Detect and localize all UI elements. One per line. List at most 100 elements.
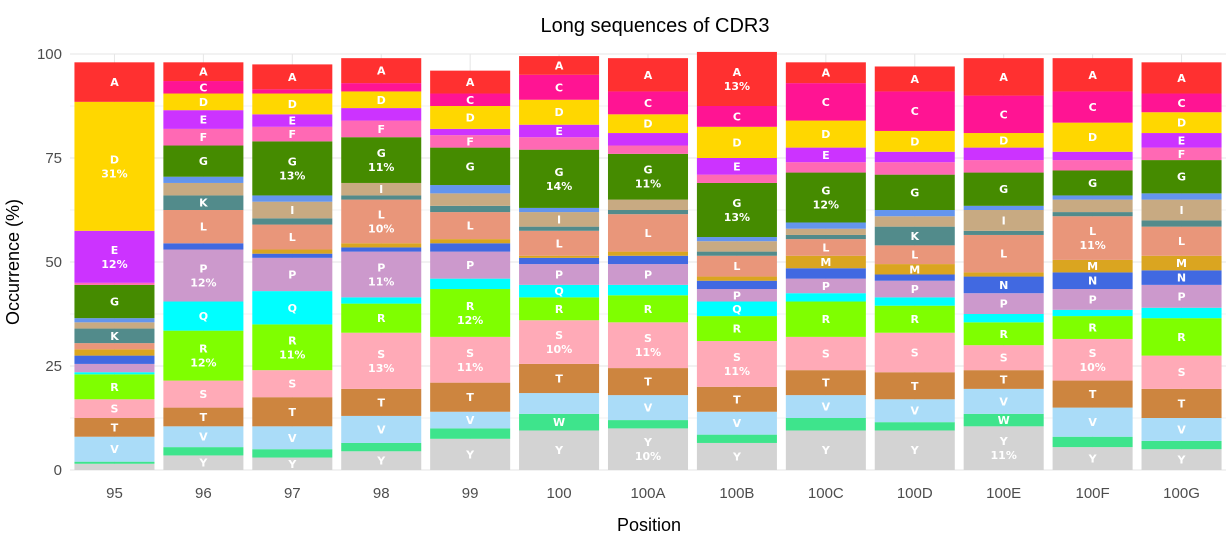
segment-label-P: P bbox=[1089, 293, 1097, 306]
segment-label-L: L bbox=[200, 221, 207, 234]
bar-segment-M bbox=[963, 272, 1044, 277]
bar-segment-S bbox=[252, 370, 333, 398]
bar-segment-P bbox=[430, 251, 511, 279]
bar-segment-T bbox=[696, 386, 777, 412]
bar-segment-E bbox=[607, 133, 689, 146]
segment-label-D: D bbox=[732, 136, 741, 149]
bar-segment-A bbox=[874, 66, 955, 92]
bar-segment-F bbox=[74, 282, 155, 285]
bar-segment-A bbox=[963, 58, 1044, 96]
segment-label-R: R bbox=[555, 303, 564, 316]
bar-segment-N bbox=[874, 274, 955, 281]
bar-segment-S bbox=[519, 320, 600, 364]
segment-label-T: T bbox=[111, 421, 119, 434]
segment-label-Y: Y bbox=[1177, 454, 1187, 467]
bar-segment-N bbox=[785, 268, 866, 279]
segment-label-S: 11% bbox=[457, 361, 483, 374]
bar-segment-Y bbox=[74, 463, 155, 470]
segment-label-A: A bbox=[911, 73, 920, 86]
bar-segment-H bbox=[1052, 195, 1133, 200]
segment-label-A: A bbox=[555, 59, 564, 72]
bar-segment-D bbox=[607, 114, 689, 134]
segment-label-L: L bbox=[378, 208, 385, 221]
bar-segment-H bbox=[696, 237, 777, 242]
segment-label-N: N bbox=[1088, 275, 1097, 288]
segment-label-P: P bbox=[288, 268, 296, 281]
segment-label-T: T bbox=[466, 391, 474, 404]
segment-label-D: D bbox=[466, 111, 475, 124]
segment-label-C: C bbox=[466, 94, 474, 107]
bar-segment-P bbox=[519, 264, 600, 285]
segment-label-M: M bbox=[1087, 260, 1098, 273]
bar-segment-C bbox=[341, 83, 422, 92]
bar-segment-R bbox=[74, 374, 155, 400]
bar-segment-A bbox=[1052, 58, 1133, 92]
bar-segment-M bbox=[1052, 259, 1133, 273]
bar-segment-L bbox=[430, 212, 511, 240]
segment-label-R: R bbox=[911, 313, 920, 326]
bar-segment-I bbox=[341, 182, 422, 196]
bar-segment-L bbox=[1052, 216, 1133, 260]
segment-label-Q: Q bbox=[199, 310, 208, 323]
segment-label-V: V bbox=[822, 401, 831, 414]
bars-group: VTSRKGE12%D31%AYVTSR12%QP12%LKGFEDCAYVTS… bbox=[74, 51, 1222, 471]
segment-label-R: R bbox=[199, 343, 208, 356]
segment-label-G: G bbox=[1088, 177, 1097, 190]
segment-label-T: T bbox=[555, 372, 563, 385]
segment-label-F: F bbox=[1178, 148, 1186, 161]
bar-segment-Q bbox=[252, 291, 333, 325]
bar-segment-C bbox=[696, 106, 777, 127]
x-tick-label: 100C bbox=[808, 485, 844, 502]
segment-label-C: C bbox=[822, 96, 830, 109]
bar-segment-N bbox=[430, 243, 511, 252]
segment-label-I: I bbox=[1002, 214, 1006, 227]
bar-segment-D bbox=[430, 106, 511, 129]
segment-label-Y: Y bbox=[465, 448, 475, 461]
x-tick-label: 100E bbox=[986, 485, 1021, 502]
segment-label-Y: 11% bbox=[991, 449, 1017, 462]
segment-label-G: 12% bbox=[813, 199, 839, 212]
segment-label-S: S bbox=[644, 332, 652, 345]
segment-label-G: 13% bbox=[724, 211, 750, 224]
segment-label-A: A bbox=[466, 76, 475, 89]
bar-segment-R bbox=[252, 324, 333, 371]
bar-segment-Y bbox=[785, 430, 866, 470]
bar-segment-V bbox=[163, 426, 244, 448]
segment-label-V: V bbox=[1177, 423, 1186, 436]
segment-label-Y: Y bbox=[287, 458, 297, 471]
segment-label-A: A bbox=[110, 76, 119, 89]
bar-segment-L bbox=[696, 255, 777, 277]
bar-segment-F bbox=[607, 145, 689, 154]
segment-label-L: L bbox=[644, 227, 651, 240]
y-tick-label: 50 bbox=[45, 254, 62, 271]
bar-segment-C bbox=[874, 91, 955, 131]
bar-segment-I bbox=[430, 193, 511, 206]
bar-segment-M bbox=[696, 276, 777, 281]
bar-segment-W bbox=[963, 413, 1044, 427]
segment-label-D: D bbox=[377, 94, 386, 107]
bar-segment-I bbox=[252, 201, 333, 219]
bar-segment-F bbox=[252, 126, 333, 142]
segment-label-C: C bbox=[1000, 108, 1008, 121]
segment-label-S: S bbox=[288, 378, 296, 391]
bar-segment-K bbox=[1052, 212, 1133, 217]
bar-segment-T bbox=[963, 370, 1044, 389]
bar-segment-V bbox=[607, 395, 689, 421]
bar-segment-E bbox=[874, 151, 955, 163]
segment-label-P: 11% bbox=[368, 275, 394, 288]
bar-segment-T bbox=[607, 368, 689, 396]
bar-segment-Q bbox=[341, 297, 422, 304]
bar-segment-L bbox=[163, 210, 244, 244]
segment-label-T: T bbox=[911, 380, 919, 393]
bar-segment-P bbox=[1052, 289, 1133, 310]
segment-label-Y: Y bbox=[999, 435, 1009, 448]
segment-label-S: S bbox=[377, 348, 385, 361]
segment-label-S: S bbox=[466, 347, 474, 360]
segment-label-A: A bbox=[1088, 69, 1097, 82]
segment-label-L: L bbox=[1000, 248, 1007, 261]
bar-segment-C bbox=[252, 89, 333, 94]
bar-segment-R bbox=[785, 301, 866, 337]
segment-label-S: S bbox=[1178, 366, 1186, 379]
bar-segment-W bbox=[607, 420, 689, 429]
